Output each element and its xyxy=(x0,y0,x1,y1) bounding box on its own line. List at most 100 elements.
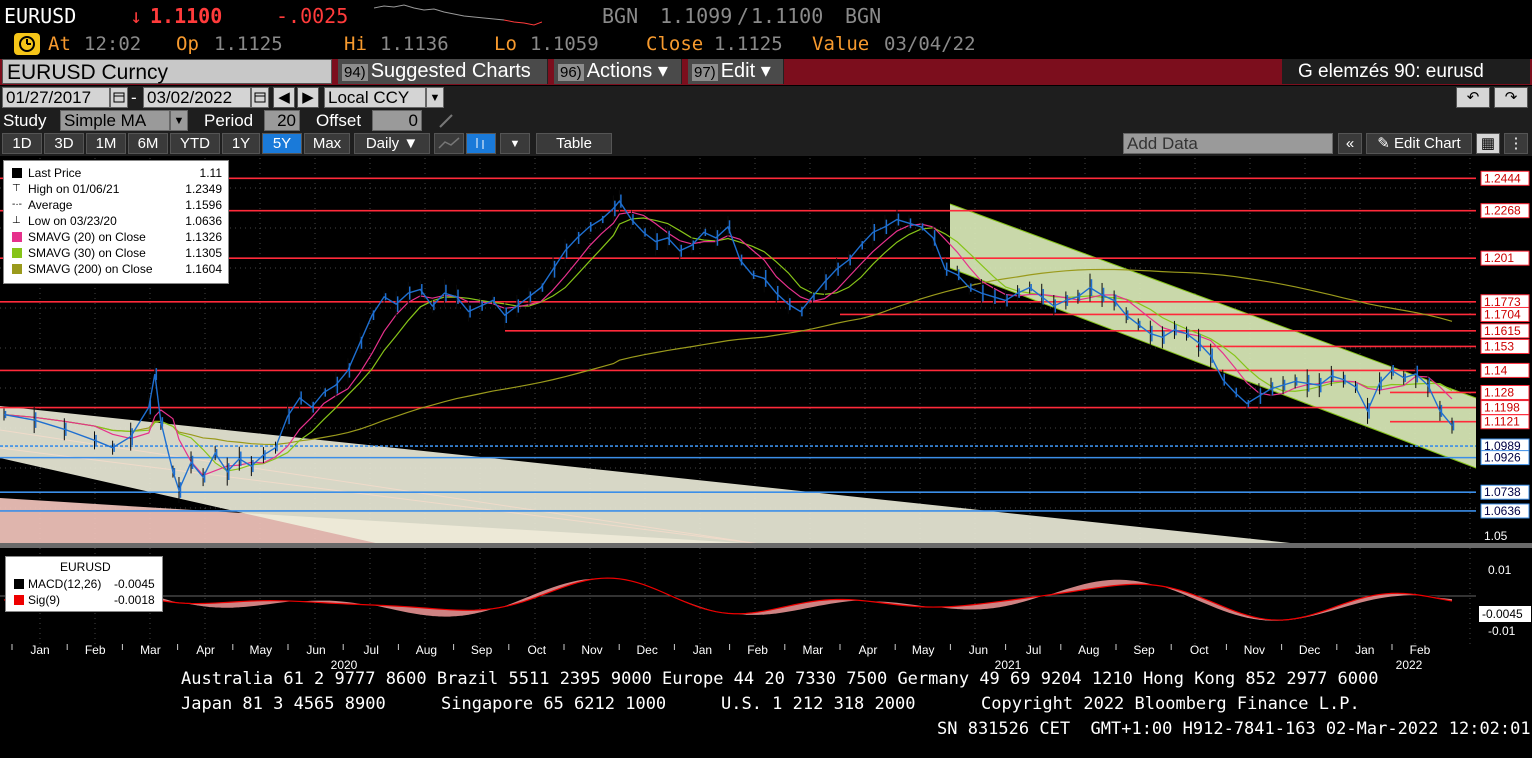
price-tag xyxy=(1480,484,1530,500)
macd-legend[interactable]: EURUSD MACD(12,26) -0.0045 Sig(9) -0.001… xyxy=(5,556,163,612)
price-tag-label: 1.0738 xyxy=(1484,485,1521,499)
macd-tick-label: -0.01 xyxy=(1488,624,1516,638)
period-input[interactable]: 20 xyxy=(264,110,300,131)
legend-item[interactable]: SMAVG (200) on Close 1.1604 xyxy=(4,261,228,277)
undo-button[interactable]: ↶ xyxy=(1456,87,1490,108)
legend-item[interactable]: Last Price 1.11 xyxy=(4,165,228,181)
x-tick-label: Nov xyxy=(1244,644,1265,657)
legend-item[interactable]: SMAVG (30) on Close 1.1305 xyxy=(4,245,228,261)
menu-label: Suggested Charts xyxy=(370,60,531,82)
legend-swatch xyxy=(12,264,22,274)
scroll-left-button[interactable]: ◀ xyxy=(273,87,295,108)
currency-select[interactable]: Local CCY xyxy=(324,87,426,108)
at-label: At xyxy=(48,33,71,55)
panel-divider[interactable] xyxy=(0,543,1532,548)
open-label: Op xyxy=(176,33,199,55)
line-chart-icon[interactable] xyxy=(434,133,464,154)
range-button-5y[interactable]: 5Y xyxy=(262,133,302,154)
calendar-icon[interactable] xyxy=(110,87,128,108)
legend-item[interactable]: ⊤ High on 01/06/21 1.2349 xyxy=(4,181,228,197)
range-button-6m[interactable]: 6M xyxy=(128,133,168,154)
x-tick-label: Jan xyxy=(30,644,49,657)
footer-copyright: Copyright 2022 Bloomberg Finance L.P. xyxy=(981,694,1360,714)
chevron-down-icon[interactable]: ▼ xyxy=(170,110,188,131)
table-button[interactable]: Table xyxy=(536,133,612,154)
price-tag xyxy=(1480,323,1530,339)
more-options-icon[interactable]: ⋮ xyxy=(1504,133,1528,154)
y-tick-label: 1.05 xyxy=(1484,529,1508,543)
range-button-1d[interactable]: 1D xyxy=(2,133,42,154)
macd-name: MACD(12,26) xyxy=(28,577,102,591)
price-tag-label: 1.201 xyxy=(1484,251,1514,265)
sma20-line xyxy=(3,211,1453,476)
x-axis: Jan Feb Mar Apr May Jun Jul Aug Sep Oct Nov Dec Jan F… xyxy=(11,644,1431,672)
date-range-dash: - xyxy=(131,88,137,107)
bar-chart-icon[interactable] xyxy=(466,133,496,154)
frequency-select[interactable]: Daily ▼ xyxy=(354,133,430,154)
chart-legend[interactable]: Last Price 1.11 ⊤ High on 01/06/21 1.2349 -·-… xyxy=(3,160,229,284)
price-tag-label: 1.14 xyxy=(1484,363,1508,377)
legend-name: Average xyxy=(28,198,73,212)
redo-button[interactable]: ↷ xyxy=(1494,87,1528,108)
price-tag-label: 1.1198 xyxy=(1484,401,1520,415)
chart-settings-icon[interactable]: ▦ xyxy=(1476,133,1500,154)
legend-item[interactable]: ⊥ Low on 03/23/20 1.0636 xyxy=(4,213,228,229)
legend-value: 1.1305 xyxy=(185,246,222,260)
price-tag-label: 1.2444 xyxy=(1484,171,1521,185)
avg-marker-icon: -·- xyxy=(12,199,22,210)
legend-item[interactable]: SMAVG (20) on Close 1.1326 xyxy=(4,229,228,245)
macd-line xyxy=(3,577,1453,622)
x-tick-label: Jul xyxy=(1026,644,1041,657)
price-tag xyxy=(1480,450,1530,466)
range-button-1y[interactable]: 1Y xyxy=(222,133,260,154)
start-date-field[interactable]: 01/27/2017 xyxy=(2,87,110,108)
macd-swatch xyxy=(14,579,24,589)
edit-chart-button[interactable]: ✎ Edit Chart xyxy=(1366,133,1472,154)
x-tick-label: Feb xyxy=(747,644,768,657)
period-label: Period xyxy=(204,111,254,130)
collapse-icon[interactable]: « xyxy=(1338,133,1362,154)
open-value: 1.1125 xyxy=(214,33,283,55)
x-tick-label: Aug xyxy=(416,644,437,657)
legend-value: 1.1596 xyxy=(185,198,222,212)
macd-chart[interactable]: 0.01 -0.01 -0.0045 xyxy=(0,548,1532,644)
legend-swatch xyxy=(12,168,22,178)
legend-name: SMAVG (20) on Close xyxy=(28,230,146,244)
sma200-line xyxy=(3,268,1453,446)
price-tag-label: 1.1704 xyxy=(1484,307,1521,321)
suggested-charts-menu[interactable]: 94) Suggested Charts xyxy=(338,59,548,84)
legend-value: 1.1326 xyxy=(185,230,222,244)
range-button-1m[interactable]: 1M xyxy=(86,133,126,154)
range-button-3d[interactable]: 3D xyxy=(44,133,84,154)
price-tag xyxy=(1480,250,1530,266)
scroll-right-button[interactable]: ▶ xyxy=(297,87,319,108)
x-year-label: 2022 xyxy=(1396,658,1423,672)
legend-item[interactable]: -·- Average 1.1596 xyxy=(4,197,228,213)
price-tag-label: 1.128 xyxy=(1484,385,1514,399)
offset-label: Offset xyxy=(316,111,362,130)
study-select[interactable]: Simple MA xyxy=(60,110,170,131)
calendar-icon[interactable] xyxy=(251,87,269,108)
range-button-max[interactable]: Max xyxy=(304,133,350,154)
pencil-icon[interactable] xyxy=(436,110,456,131)
chart-type-dropdown[interactable]: ▼ xyxy=(500,133,530,154)
clock-icon[interactable] xyxy=(14,33,40,55)
offset-input[interactable]: 0 xyxy=(372,110,422,131)
range-button-ytd[interactable]: YTD xyxy=(170,133,220,154)
add-data-field[interactable]: Add Data xyxy=(1123,133,1333,154)
x-tick-label: Sep xyxy=(471,644,493,657)
legend-name: High on 01/06/21 xyxy=(28,182,120,196)
net-change: -.0025 xyxy=(276,4,349,28)
low-value: 1.1059 xyxy=(530,33,599,55)
sma30-line xyxy=(3,217,1453,472)
legend-value: 1.0636 xyxy=(185,214,222,228)
edit-menu[interactable]: 97) Edit ▾ xyxy=(688,59,784,84)
chevron-down-icon[interactable]: ▼ xyxy=(426,87,444,108)
menu-number: 97) xyxy=(692,64,718,81)
close-label: Close xyxy=(646,33,704,55)
security-field[interactable]: EURUSD Curncy xyxy=(2,59,332,84)
end-date-field[interactable]: 03/02/2022 xyxy=(143,87,251,108)
actions-menu[interactable]: 96) Actions ▾ xyxy=(554,59,682,84)
macd-last-tag xyxy=(1479,606,1531,622)
